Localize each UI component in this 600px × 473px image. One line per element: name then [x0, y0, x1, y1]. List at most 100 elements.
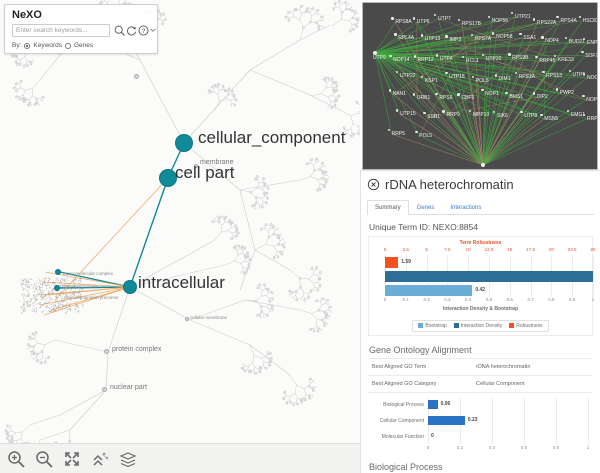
help-icon[interactable]: ? — [137, 24, 150, 37]
gene-node[interactable] — [581, 50, 584, 54]
fit-to-screen-icon[interactable] — [62, 449, 82, 469]
gene-node[interactable] — [435, 54, 439, 57]
gene-node[interactable] — [541, 36, 544, 39]
tab-genes[interactable]: Genes — [416, 205, 435, 211]
gene-node[interactable] — [423, 112, 426, 115]
ontology-node-small[interactable] — [55, 269, 61, 275]
gene-node[interactable] — [415, 130, 418, 133]
ontology-node[interactable] — [134, 74, 139, 79]
ontology-node[interactable] — [104, 349, 109, 354]
gene-node[interactable] — [445, 71, 448, 75]
gene-node[interactable] — [583, 37, 586, 40]
gene-node[interactable] — [553, 54, 557, 58]
legend-item[interactable]: Robustness — [509, 323, 543, 329]
gene-node[interactable] — [435, 92, 438, 96]
gene-node[interactable] — [389, 54, 392, 58]
gene-node[interactable] — [510, 12, 514, 15]
gene-node[interactable] — [434, 13, 437, 17]
gene-node[interactable] — [471, 75, 475, 79]
gene-node[interactable] — [395, 70, 399, 74]
legend-item[interactable]: Interaction Density — [453, 323, 502, 329]
gene-node[interactable] — [468, 109, 472, 113]
ontology-network-view[interactable]: cellular_component cell part intracellul… — [0, 0, 360, 473]
gene-node[interactable] — [583, 113, 586, 117]
tab-interactions[interactable]: Interactions — [450, 205, 482, 211]
close-circle-icon[interactable] — [367, 178, 380, 191]
search-icon[interactable] — [113, 24, 126, 37]
ontology-graph[interactable] — [0, 0, 360, 443]
ontology-label-ribonucleoprotein-precursor: ribonucleoprotein precursor — [64, 295, 119, 300]
gene-node[interactable] — [555, 88, 559, 91]
gene-node[interactable] — [412, 93, 416, 96]
gene-node[interactable] — [470, 34, 474, 37]
gene-node[interactable] — [542, 70, 545, 74]
layers-icon[interactable] — [118, 449, 138, 469]
gene-node[interactable] — [420, 75, 424, 79]
gene-node[interactable] — [391, 17, 394, 20]
ontology-node[interactable] — [194, 164, 198, 168]
gene-node[interactable] — [556, 15, 559, 19]
gene-node[interactable] — [457, 93, 460, 96]
chevron-down-icon[interactable] — [149, 24, 157, 37]
gene-node[interactable] — [494, 74, 497, 77]
gene-node[interactable] — [481, 53, 485, 57]
gene-node[interactable] — [578, 15, 581, 19]
gene-node[interactable] — [394, 33, 397, 36]
gene-node[interactable] — [388, 89, 391, 92]
gene-node[interactable] — [457, 18, 461, 21]
axis-tick: 0.2 — [456, 445, 464, 450]
gene-node[interactable] — [481, 88, 484, 91]
gene-network-graph[interactable] — [363, 3, 598, 170]
gene-node[interactable] — [532, 92, 536, 95]
gene-node[interactable] — [508, 53, 511, 56]
gene-node[interactable] — [461, 55, 465, 58]
gene-node[interactable] — [387, 129, 391, 132]
search-input[interactable] — [12, 24, 110, 37]
ontology-label-cellular-component: cellular_component — [198, 128, 346, 147]
reset-icon[interactable] — [125, 24, 138, 37]
ontology-node-cellular-component[interactable] — [175, 134, 193, 152]
ontology-node-intracellular[interactable] — [123, 280, 137, 294]
gene-node[interactable] — [420, 34, 424, 37]
gene-node[interactable] — [412, 17, 416, 20]
zoom-in-icon[interactable] — [6, 449, 26, 469]
gene-node[interactable] — [535, 56, 538, 59]
gene-node[interactable] — [568, 69, 571, 72]
gene-node[interactable] — [520, 111, 523, 114]
axis-tick: 1 — [586, 445, 590, 450]
gene-node[interactable] — [492, 32, 495, 35]
gene-interaction-network[interactable]: RPS8A UTP6 UTP7 RPS17B NOP56 UTP21 RPS22A RPS4A… — [362, 2, 598, 170]
gene-node[interactable] — [396, 109, 399, 112]
gene-node[interactable] — [564, 36, 568, 40]
gene-node[interactable] — [583, 72, 586, 76]
gene-label: UTP6 — [416, 19, 430, 26]
gene-node[interactable] — [413, 55, 416, 58]
bar-value: 0.42 — [475, 287, 486, 293]
tab-summary[interactable]: Summary — [367, 200, 409, 215]
radio-genes[interactable] — [64, 42, 71, 49]
gridline — [593, 255, 594, 297]
radio-keywords[interactable] — [24, 42, 31, 49]
gene-hub-node[interactable] — [373, 51, 377, 55]
gene-node[interactable] — [445, 35, 448, 38]
gene-node[interactable] — [566, 109, 570, 113]
search-by-group[interactable]: By: Keywords Genes — [12, 42, 93, 49]
chart-title-term-robustness: Term Robustness — [459, 240, 502, 246]
ontology-node-cell-part[interactable] — [159, 169, 177, 187]
gene-node[interactable] — [540, 113, 543, 117]
ontology-node[interactable] — [185, 317, 189, 321]
gene-node[interactable] — [442, 110, 445, 113]
gene-node[interactable] — [487, 15, 490, 19]
gene-node[interactable] — [493, 110, 496, 114]
gene-node[interactable] — [519, 32, 522, 36]
ontology-node[interactable] — [102, 387, 107, 392]
gene-node[interactable] — [505, 91, 508, 95]
gene-node[interactable] — [533, 18, 536, 21]
gene-node[interactable] — [582, 94, 585, 98]
ontology-node-small[interactable] — [54, 285, 60, 291]
gene-node[interactable] — [514, 71, 517, 75]
collapse-icon[interactable] — [90, 449, 110, 469]
zoom-out-icon[interactable] — [34, 449, 54, 469]
gene-hub-node[interactable] — [481, 163, 485, 167]
legend-item[interactable]: Bootstrap — [418, 323, 447, 329]
